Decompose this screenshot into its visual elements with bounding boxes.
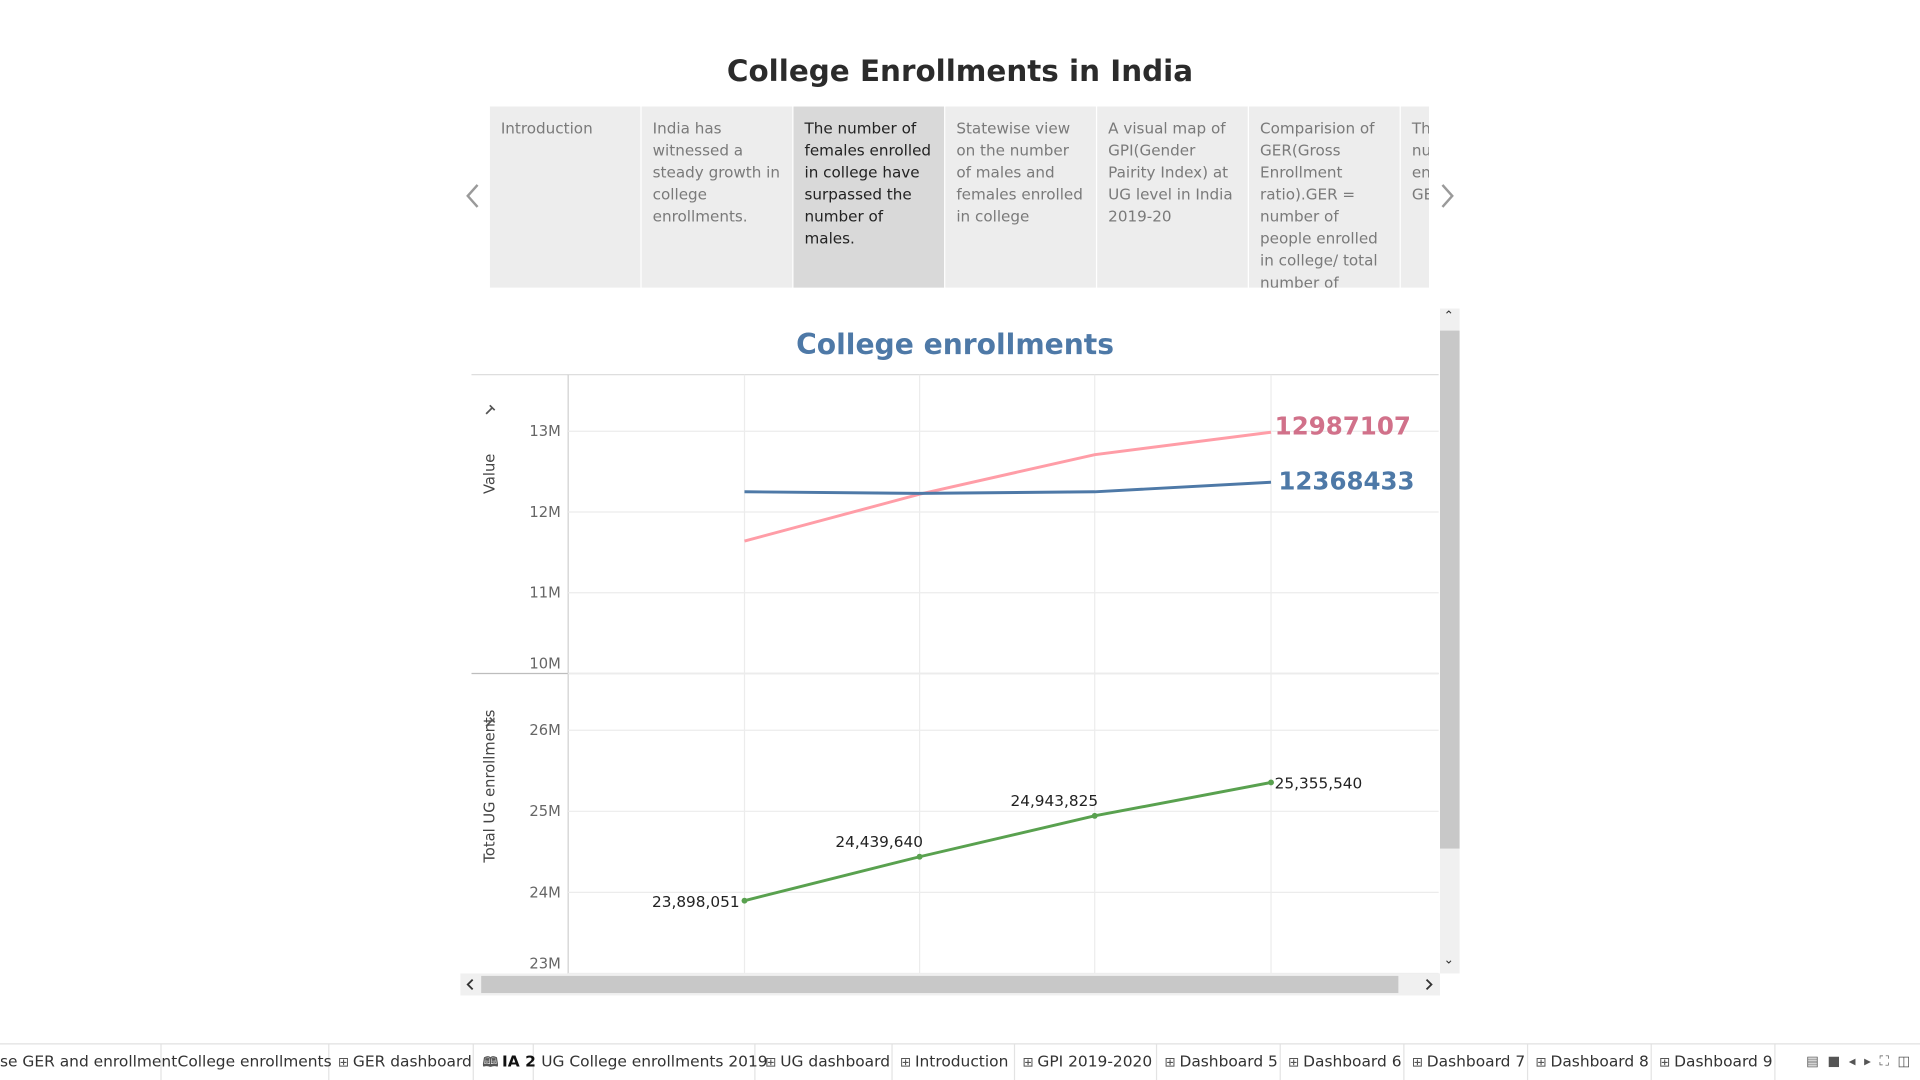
- scroll-down-icon[interactable]: ⌄: [1443, 953, 1454, 968]
- tab-label: Introduction: [914, 1051, 1009, 1071]
- tab-gpi-2019-2020[interactable]: ⊞ GPI 2019-2020: [1015, 1044, 1158, 1080]
- sheet-tab-bar: se GER and enrollment College enrollment…: [0, 1043, 1920, 1080]
- tab-label: Dashboard 5: [1179, 1051, 1278, 1071]
- series-line: [744, 781, 1272, 903]
- chevron-right-icon: [1441, 184, 1454, 208]
- scroll-right-icon[interactable]: [1423, 973, 1435, 995]
- y-tick-label: 26M: [529, 722, 560, 739]
- y-tick-label: 10M: [529, 656, 560, 673]
- tab-ug-college-enrollments-2019[interactable]: UG College enrollments 2019: [534, 1044, 768, 1080]
- tab-ia-2[interactable]: 🕮 IA 2: [475, 1044, 536, 1080]
- tab-label: UG dashboard: [780, 1051, 890, 1071]
- tab-introduction[interactable]: ⊞ Introduction: [893, 1044, 1016, 1080]
- story-point-steady-growth[interactable]: India has witnessed a steady growth in c…: [641, 106, 793, 288]
- tab-toolbar: ▤ ■ ◂ ▸ ⛶ ◫: [1798, 1053, 1911, 1070]
- y-tick-label: 24M: [529, 884, 560, 901]
- tab-ug-dashboard[interactable]: ⊞ UG dashboard: [758, 1044, 893, 1080]
- y-tick-label: 11M: [529, 585, 560, 602]
- story-point-introduction[interactable]: Introduction: [489, 106, 641, 288]
- tab-label: Dashboard 6: [1303, 1051, 1402, 1071]
- present-icon[interactable]: ◫: [1897, 1053, 1911, 1069]
- show-filmstrip-icon[interactable]: ■: [1827, 1053, 1841, 1069]
- pin-icon: [485, 716, 496, 727]
- story-point-females-surpass[interactable]: The number of females enrolled in colleg…: [793, 106, 945, 288]
- chart-title: College enrollments: [796, 329, 1115, 362]
- y-axis-title: Total UG enrollments: [482, 710, 499, 864]
- horizontal-scroll-thumb[interactable]: [481, 975, 1399, 994]
- dashboard-icon: ⊞: [1535, 1054, 1547, 1071]
- next-point-button[interactable]: [1436, 178, 1458, 215]
- tab-label: GPI 2019-2020: [1037, 1051, 1153, 1071]
- y-axis-title: Value: [482, 454, 499, 494]
- story-icon: 🕮: [482, 1054, 499, 1071]
- line-chart: 13M 12M 11M 10M Value 26M 25M 24M 23M Total UG en…: [471, 374, 1439, 975]
- presentation-mode-icon[interactable]: ⛶: [1879, 1053, 1889, 1069]
- story-point-gpi-map[interactable]: A visual map of GPI(Gender Pairity Index…: [1097, 106, 1248, 288]
- y-tick-label: 13M: [529, 423, 560, 440]
- dashboard-icon: ⊞: [1022, 1054, 1034, 1071]
- tab-dashboard-6[interactable]: ⊞ Dashboard 6: [1281, 1044, 1405, 1080]
- story-point-statewise[interactable]: Statewise view on the number of males an…: [945, 106, 1096, 288]
- data-point-label: 24,943,825: [1010, 792, 1098, 810]
- vertical-scroll-thumb[interactable]: [1440, 330, 1460, 849]
- dashboard-icon: ⊞: [1288, 1054, 1300, 1071]
- tab-label: Dashboard 8: [1550, 1051, 1649, 1071]
- pin-icon: [485, 404, 496, 415]
- dashboard-icon: ⊞: [1164, 1054, 1176, 1071]
- series-lines: [741, 430, 1274, 904]
- previous-point-button[interactable]: [462, 178, 484, 215]
- story-point-ger-comparison[interactable]: Comparision of GER(Gross Enrollment rati…: [1248, 106, 1400, 288]
- chevron-left-icon: [466, 184, 479, 208]
- story-point-enrollments-ger[interactable]: The shows the number of enrollments and …: [1400, 106, 1429, 288]
- vertical-scrollbar[interactable]: ⌃ ⌄: [1440, 308, 1460, 974]
- data-point: [1268, 779, 1274, 786]
- dashboard-icon: ⊞: [765, 1054, 777, 1071]
- tab-college-enrollments[interactable]: College enrollments: [170, 1044, 332, 1080]
- story-points-strip: Introduction India has witnessed a stead…: [489, 106, 1429, 288]
- tab-dashboard-7[interactable]: ⊞ Dashboard 7: [1404, 1044, 1529, 1080]
- end-value-label: 12368433: [1278, 467, 1414, 496]
- dashboard-icon: ⊞: [1411, 1054, 1424, 1071]
- data-point-label: 25,355,540: [1275, 775, 1363, 793]
- scroll-tabs-left-icon[interactable]: ◂: [1848, 1053, 1856, 1069]
- scroll-up-icon[interactable]: ⌃: [1443, 309, 1454, 324]
- dashboard-icon: ⊞: [1659, 1054, 1671, 1071]
- gridlines: [568, 374, 1439, 975]
- tab-dashboard-8[interactable]: ⊞ Dashboard 8: [1528, 1044, 1652, 1080]
- horizontal-scrollbar[interactable]: [460, 973, 1441, 996]
- tab-label: UG College enrollments 2019: [541, 1051, 768, 1071]
- data-point: [916, 853, 923, 860]
- data-point: [741, 897, 748, 904]
- series-line: [744, 430, 1272, 543]
- tab-label: College enrollments: [177, 1051, 332, 1071]
- tab-label: Dashboard 7: [1426, 1051, 1526, 1071]
- data-point-label: 24,439,640: [835, 833, 923, 851]
- tab-label: se GER and enrollment: [0, 1051, 178, 1071]
- tab-label: GER dashboard: [352, 1051, 472, 1071]
- tab-se-ger-and-enrollment[interactable]: se GER and enrollment: [0, 1044, 177, 1080]
- story-title: College Enrollments in India: [726, 53, 1194, 89]
- y-tick-label: 23M: [529, 956, 560, 973]
- dashboard-icon: ⊞: [337, 1054, 350, 1071]
- data-point-label: 23,898,051: [652, 893, 740, 911]
- show-sheet-sorter-icon[interactable]: ▤: [1806, 1053, 1819, 1069]
- y-tick-label: 12M: [529, 504, 560, 521]
- series-line: [744, 480, 1272, 495]
- tab-dashboard-5[interactable]: ⊞ Dashboard 5: [1157, 1044, 1281, 1080]
- tab-dashboard-9[interactable]: ⊞ Dashboard 9: [1652, 1044, 1776, 1080]
- tab-label: Dashboard 9: [1674, 1051, 1773, 1071]
- scroll-tabs-right-icon[interactable]: ▸: [1864, 1053, 1871, 1069]
- y-tick-label: 25M: [529, 803, 560, 820]
- chart-frame: College enrollments 13M 12M 11M 10M Value 26M…: [471, 309, 1459, 995]
- data-labels: 12987107 12368433 23,898,051 24,439,640 24,9…: [652, 412, 1415, 911]
- scroll-left-icon[interactable]: [464, 973, 476, 995]
- end-value-label: 12987107: [1275, 412, 1411, 441]
- tab-ger-dashboard[interactable]: ⊞ GER dashboard: [331, 1044, 474, 1080]
- data-point: [1091, 812, 1098, 819]
- dashboard-icon: ⊞: [900, 1054, 912, 1071]
- tab-label: IA 2: [502, 1051, 536, 1071]
- axis-labels: 13M 12M 11M 10M Value 26M 25M 24M 23M Total UG en…: [482, 404, 561, 973]
